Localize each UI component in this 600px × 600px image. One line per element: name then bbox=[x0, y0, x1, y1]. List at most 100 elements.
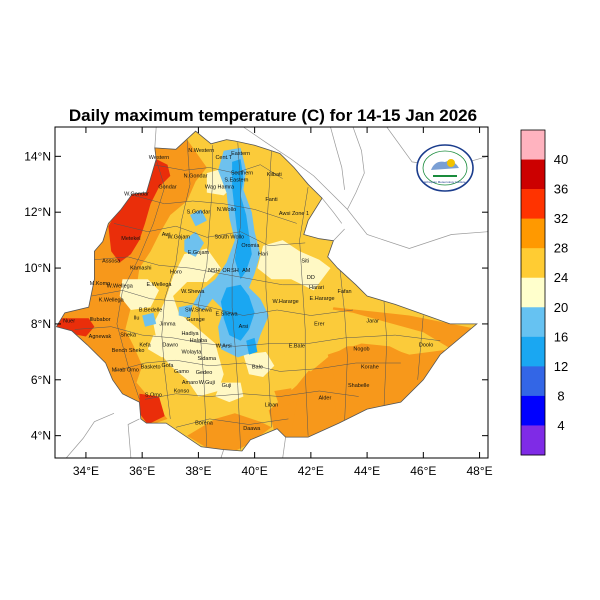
region-label: Shabelle bbox=[348, 383, 369, 389]
admin-boundary bbox=[161, 139, 191, 419]
region-label: Erer bbox=[314, 321, 325, 327]
temperature-zone bbox=[119, 279, 159, 310]
region-label: E.Gojam bbox=[188, 250, 210, 256]
region-label: Gondar bbox=[158, 185, 177, 191]
region-label: E.Wellega bbox=[147, 282, 173, 288]
coastline-segment bbox=[282, 437, 286, 458]
colorbar-swatch bbox=[521, 159, 545, 190]
region-label: Gofa bbox=[162, 363, 175, 369]
temperature-zone bbox=[153, 248, 224, 397]
coastline-segment bbox=[321, 197, 343, 224]
region-label: W.Hararge bbox=[272, 299, 298, 305]
y-tick-label: 12°N bbox=[24, 205, 51, 219]
region-label: Jimma bbox=[159, 321, 176, 327]
region-label: E.Hararge bbox=[310, 296, 335, 302]
colorbar-label: 36 bbox=[554, 182, 568, 197]
temperature-zone bbox=[257, 240, 331, 291]
colorbar-swatch bbox=[521, 336, 545, 367]
region-label: Oromia bbox=[241, 243, 260, 249]
admin-boundary bbox=[175, 418, 289, 428]
temperature-zone bbox=[277, 301, 452, 372]
coastline-segment bbox=[243, 127, 488, 249]
y-tick-label: 4°N bbox=[31, 429, 51, 443]
region-label: Sheka bbox=[120, 333, 137, 339]
logo-caption: Ethiopian Meteorology Institute bbox=[424, 180, 466, 184]
temperature-zone bbox=[232, 159, 252, 280]
x-tick-label: 36°E bbox=[129, 464, 155, 478]
colorbar-label: 40 bbox=[554, 152, 568, 167]
coastlines bbox=[65, 127, 488, 458]
region-label: Halaba bbox=[190, 338, 208, 344]
region-label: Korahe bbox=[361, 365, 379, 371]
admin-boundary bbox=[153, 164, 283, 179]
colorbar-label: 4 bbox=[557, 418, 564, 433]
region-label: Doolo bbox=[419, 342, 433, 348]
coastline-segment bbox=[127, 418, 140, 458]
region-label: Sidama bbox=[197, 356, 217, 362]
region-label: Konso bbox=[174, 388, 190, 394]
region-label: Nogob bbox=[353, 347, 369, 353]
region-label: Basketo bbox=[141, 365, 161, 371]
region-label: Hari bbox=[258, 252, 268, 258]
x-tick-label: 48°E bbox=[466, 464, 492, 478]
colorbar-swatch bbox=[521, 218, 545, 249]
temperature-zone bbox=[147, 335, 179, 358]
admin-boundary bbox=[113, 223, 306, 246]
region-label: W.Arsi bbox=[216, 344, 232, 350]
region-label: N.Wollo bbox=[217, 207, 236, 213]
admin-boundary bbox=[417, 315, 424, 380]
region-label: Horo bbox=[170, 270, 182, 276]
region-label: W.Gondar bbox=[124, 191, 149, 197]
region-label: OR bbox=[222, 268, 230, 274]
temperature-zone bbox=[291, 393, 339, 439]
region-label: Fafan bbox=[338, 289, 352, 295]
region-label: Awsi Zone 1 bbox=[279, 211, 309, 217]
region-label: Ilu bbox=[134, 316, 140, 322]
colorbar-swatch bbox=[521, 189, 545, 219]
coastline-segment bbox=[333, 228, 345, 241]
admin-boundary bbox=[91, 290, 354, 316]
region-label: Bench Sheko bbox=[112, 348, 145, 354]
region-label: N.Western bbox=[188, 148, 214, 154]
sun-icon bbox=[447, 159, 455, 167]
region-label: Kilbati bbox=[267, 172, 282, 178]
colorbar-label: 32 bbox=[554, 211, 568, 226]
temperature-zone bbox=[246, 337, 258, 355]
y-tick-label: 6°N bbox=[31, 373, 51, 387]
institute-logo: Ethiopian Meteorology Institute bbox=[416, 144, 474, 192]
region-label: Borena bbox=[195, 421, 214, 427]
region-label: Bale bbox=[252, 365, 263, 371]
colorbar: 40 36 32 28 24 20 16 12 8 4 bbox=[520, 129, 568, 456]
temperature-zone bbox=[190, 209, 207, 227]
temperature-zone bbox=[139, 393, 165, 425]
region-label: Harari bbox=[309, 285, 324, 291]
coastline-segment bbox=[330, 127, 345, 190]
coastline-segment bbox=[220, 449, 225, 458]
region-label: NSH bbox=[208, 268, 220, 274]
admin-boundary bbox=[299, 187, 309, 436]
region-label: Alder bbox=[318, 395, 331, 401]
region-label: Amaro bbox=[182, 380, 198, 386]
region-label: Cent.T bbox=[215, 155, 232, 161]
region-label: South Wollo bbox=[215, 235, 245, 241]
colorbar-swatch bbox=[521, 248, 545, 279]
region-label: Mirab Omo bbox=[112, 367, 139, 373]
colorbar-frame bbox=[520, 129, 546, 456]
colorbar-swatch bbox=[521, 425, 545, 456]
region-label: E.Shewa bbox=[215, 312, 238, 318]
admin-boundary bbox=[231, 142, 241, 450]
colorbar-label: 8 bbox=[557, 388, 564, 403]
colorbar-swatch bbox=[521, 307, 545, 338]
region-label: M.Komo bbox=[90, 281, 110, 287]
region-label: Illubabor bbox=[89, 317, 110, 323]
region-label: Jarar bbox=[366, 319, 379, 325]
region-label: Gedeo bbox=[196, 370, 213, 376]
colorbar-label: 12 bbox=[554, 359, 568, 374]
temperature-zone bbox=[142, 312, 157, 327]
region-label: Agnewak bbox=[89, 334, 112, 340]
region-label: SW.Shewa bbox=[185, 307, 213, 313]
coastline-segment bbox=[154, 127, 157, 148]
x-tick-label: 42°E bbox=[298, 464, 324, 478]
region-label: Nuer bbox=[63, 319, 75, 325]
